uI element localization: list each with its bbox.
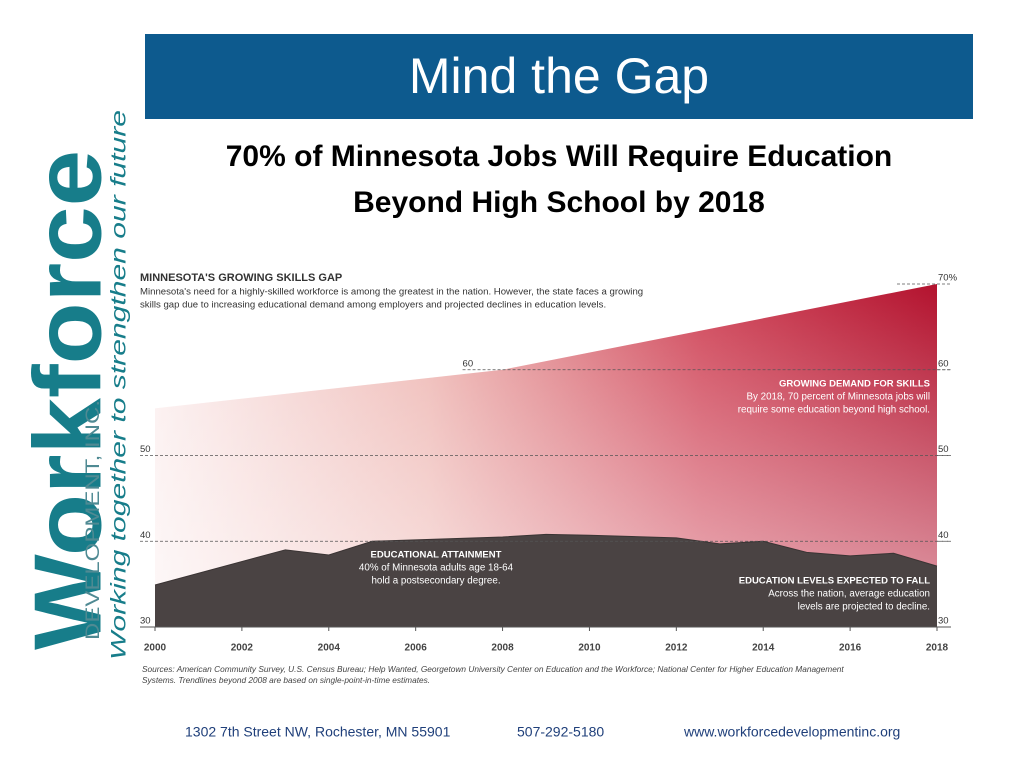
y-tick-label: 60 <box>463 358 474 369</box>
footer-phone: 507-292-5180 <box>517 724 604 740</box>
header-bar <box>145 34 973 119</box>
annotation-title: EDUCATION LEVELS EXPECTED TO FALL <box>739 576 930 587</box>
slide-title: Mind the Gap <box>409 48 709 104</box>
x-tick-label: 2000 <box>144 643 167 654</box>
y-tick-label: 40 <box>140 530 151 541</box>
chart-description: skills gap due to increasing educational… <box>140 300 606 311</box>
x-tick-label: 2002 <box>231 643 254 654</box>
attainment-area <box>155 534 937 627</box>
x-tick-label: 2012 <box>665 643 688 654</box>
x-tick-label: 2018 <box>926 643 949 654</box>
y2-tick-label: 60 <box>938 358 949 369</box>
x-tick-label: 2016 <box>839 643 862 654</box>
annotation-text: require some education beyond high schoo… <box>738 405 930 416</box>
annotation-text: hold a postsecondary degree. <box>371 576 500 587</box>
y2-tick-label: 50 <box>938 444 949 455</box>
y-tick-label: 30 <box>140 616 151 627</box>
x-tick-label: 2010 <box>578 643 601 654</box>
annotation-text: levels are projected to decline. <box>798 602 930 613</box>
y2-tick-label: 30 <box>938 616 949 627</box>
chart-sources: Sources: American Community Survey, U.S.… <box>142 664 844 674</box>
annotation-text: Across the nation, average education <box>768 589 930 600</box>
footer-url: www.workforcedevelopmentinc.org <box>683 724 900 740</box>
y-tick-label: 50 <box>140 444 151 455</box>
annotation-title: EDUCATIONAL ATTAINMENT <box>371 550 502 561</box>
chart-description: Minnesota's need for a highly-skilled wo… <box>140 287 643 298</box>
annotation-text: 40% of Minnesota adults age 18-64 <box>359 563 514 574</box>
slide-subtitle: 70% of Minnesota Jobs Will Require Educa… <box>226 140 893 173</box>
chart-title: MINNESOTA'S GROWING SKILLS GAP <box>140 272 342 284</box>
x-tick-label: 2008 <box>491 643 514 654</box>
annotation-title: GROWING DEMAND FOR SKILLS <box>779 379 930 390</box>
y2-tick-label: 40 <box>938 530 949 541</box>
logo-name: Workforce <box>14 150 121 650</box>
slide-subtitle: Beyond High School by 2018 <box>353 186 765 219</box>
x-tick-label: 2006 <box>405 643 428 654</box>
annotation-text: By 2018, 70 percent of Minnesota jobs wi… <box>746 392 930 403</box>
footer-address: 1302 7th Street NW, Rochester, MN 55901 <box>185 724 451 740</box>
series-line <box>154 533 938 586</box>
x-tick-label: 2004 <box>318 643 341 654</box>
y2-tick-label: 70% <box>938 273 958 284</box>
logo-tagline: Working together to strengthen our futur… <box>108 110 131 660</box>
logo-company: DEVELOPMENT, INC. <box>83 400 104 640</box>
x-tick-label: 2014 <box>752 643 775 654</box>
chart-sources: Systems. Trendlines beyond 2008 are base… <box>142 675 430 685</box>
plot: 30 40 50 60 30 40 50 60 70% 2000 2002 2004 2006 2008 2… <box>140 273 958 685</box>
